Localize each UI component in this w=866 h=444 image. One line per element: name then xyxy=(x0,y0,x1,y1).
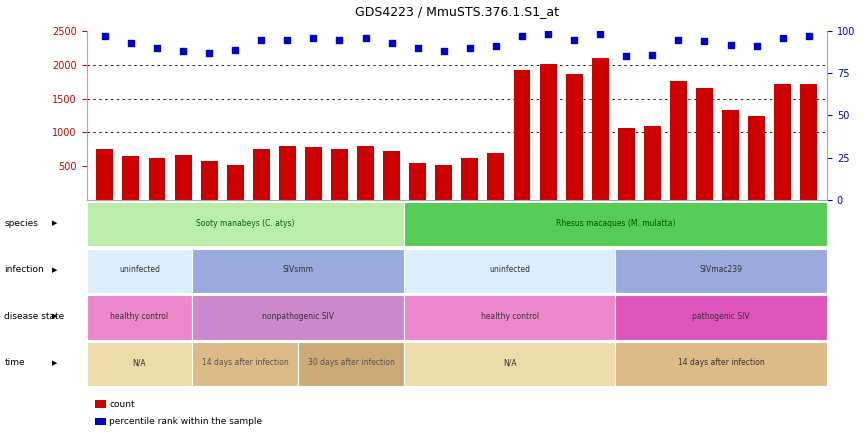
Bar xyxy=(514,70,531,200)
Text: N/A: N/A xyxy=(132,358,146,368)
Bar xyxy=(591,58,609,200)
Bar xyxy=(357,146,374,200)
Bar xyxy=(96,148,113,200)
Point xyxy=(463,44,477,52)
Text: SIVsmm: SIVsmm xyxy=(282,265,313,274)
Point xyxy=(281,36,294,43)
Bar xyxy=(201,161,217,200)
Text: infection: infection xyxy=(4,265,44,274)
Point xyxy=(619,53,633,60)
Bar xyxy=(227,165,243,200)
Point xyxy=(541,31,555,38)
Text: SIVmac239: SIVmac239 xyxy=(700,265,743,274)
Bar xyxy=(644,126,661,200)
Text: ▶: ▶ xyxy=(52,360,57,366)
Bar xyxy=(488,153,504,200)
Text: 30 days after infection: 30 days after infection xyxy=(307,358,395,368)
Point xyxy=(436,48,450,55)
Text: ▶: ▶ xyxy=(52,267,57,273)
Point xyxy=(410,44,424,52)
Text: Sooty manabeys (C. atys): Sooty manabeys (C. atys) xyxy=(196,218,294,228)
Bar xyxy=(436,165,452,200)
Text: N/A: N/A xyxy=(503,358,516,368)
Bar xyxy=(410,163,426,200)
Bar xyxy=(279,147,296,200)
Point xyxy=(229,46,242,53)
Bar xyxy=(670,81,687,200)
Point xyxy=(567,36,581,43)
Text: nonpathogenic SIV: nonpathogenic SIV xyxy=(262,312,334,321)
Bar xyxy=(800,84,818,200)
Point xyxy=(671,36,685,43)
Text: healthy control: healthy control xyxy=(481,312,539,321)
Point xyxy=(645,51,659,58)
Text: ▶: ▶ xyxy=(52,313,57,319)
Point xyxy=(776,34,790,41)
Bar xyxy=(748,116,765,200)
Bar xyxy=(617,127,635,200)
Bar xyxy=(122,156,139,200)
Bar xyxy=(722,110,739,200)
Point xyxy=(750,43,764,50)
Bar xyxy=(774,84,792,200)
Bar xyxy=(331,148,348,200)
Text: time: time xyxy=(4,358,25,368)
Point xyxy=(802,32,816,40)
Point xyxy=(724,41,738,48)
Bar xyxy=(462,158,478,200)
Text: 14 days after infection: 14 days after infection xyxy=(202,358,288,368)
Text: ▶: ▶ xyxy=(52,220,57,226)
Bar xyxy=(565,74,583,200)
Text: GDS4223 / MmuSTS.376.1.S1_at: GDS4223 / MmuSTS.376.1.S1_at xyxy=(355,5,559,18)
Point xyxy=(124,40,138,47)
Bar xyxy=(253,148,269,200)
Point xyxy=(515,32,529,40)
Point xyxy=(385,40,398,47)
Bar xyxy=(175,155,191,200)
Bar xyxy=(540,64,557,200)
Point xyxy=(202,49,216,56)
Text: disease state: disease state xyxy=(4,312,65,321)
Bar xyxy=(383,151,400,200)
Text: uninfected: uninfected xyxy=(489,265,530,274)
Point xyxy=(307,34,320,41)
Point xyxy=(150,44,164,52)
Text: species: species xyxy=(4,218,38,228)
Text: percentile rank within the sample: percentile rank within the sample xyxy=(109,417,262,426)
Point xyxy=(255,36,268,43)
Text: count: count xyxy=(109,400,135,408)
Bar xyxy=(305,147,322,200)
Text: uninfected: uninfected xyxy=(119,265,160,274)
Text: pathogenic SIV: pathogenic SIV xyxy=(693,312,750,321)
Bar xyxy=(149,158,165,200)
Point xyxy=(333,36,346,43)
Point xyxy=(698,38,712,45)
Point xyxy=(359,34,372,41)
Text: healthy control: healthy control xyxy=(111,312,169,321)
Point xyxy=(593,31,607,38)
Point xyxy=(176,48,190,55)
Point xyxy=(489,43,503,50)
Bar xyxy=(696,88,713,200)
Text: Rhesus macaques (M. mulatta): Rhesus macaques (M. mulatta) xyxy=(556,218,675,228)
Text: 14 days after infection: 14 days after infection xyxy=(678,358,765,368)
Point xyxy=(98,32,112,40)
